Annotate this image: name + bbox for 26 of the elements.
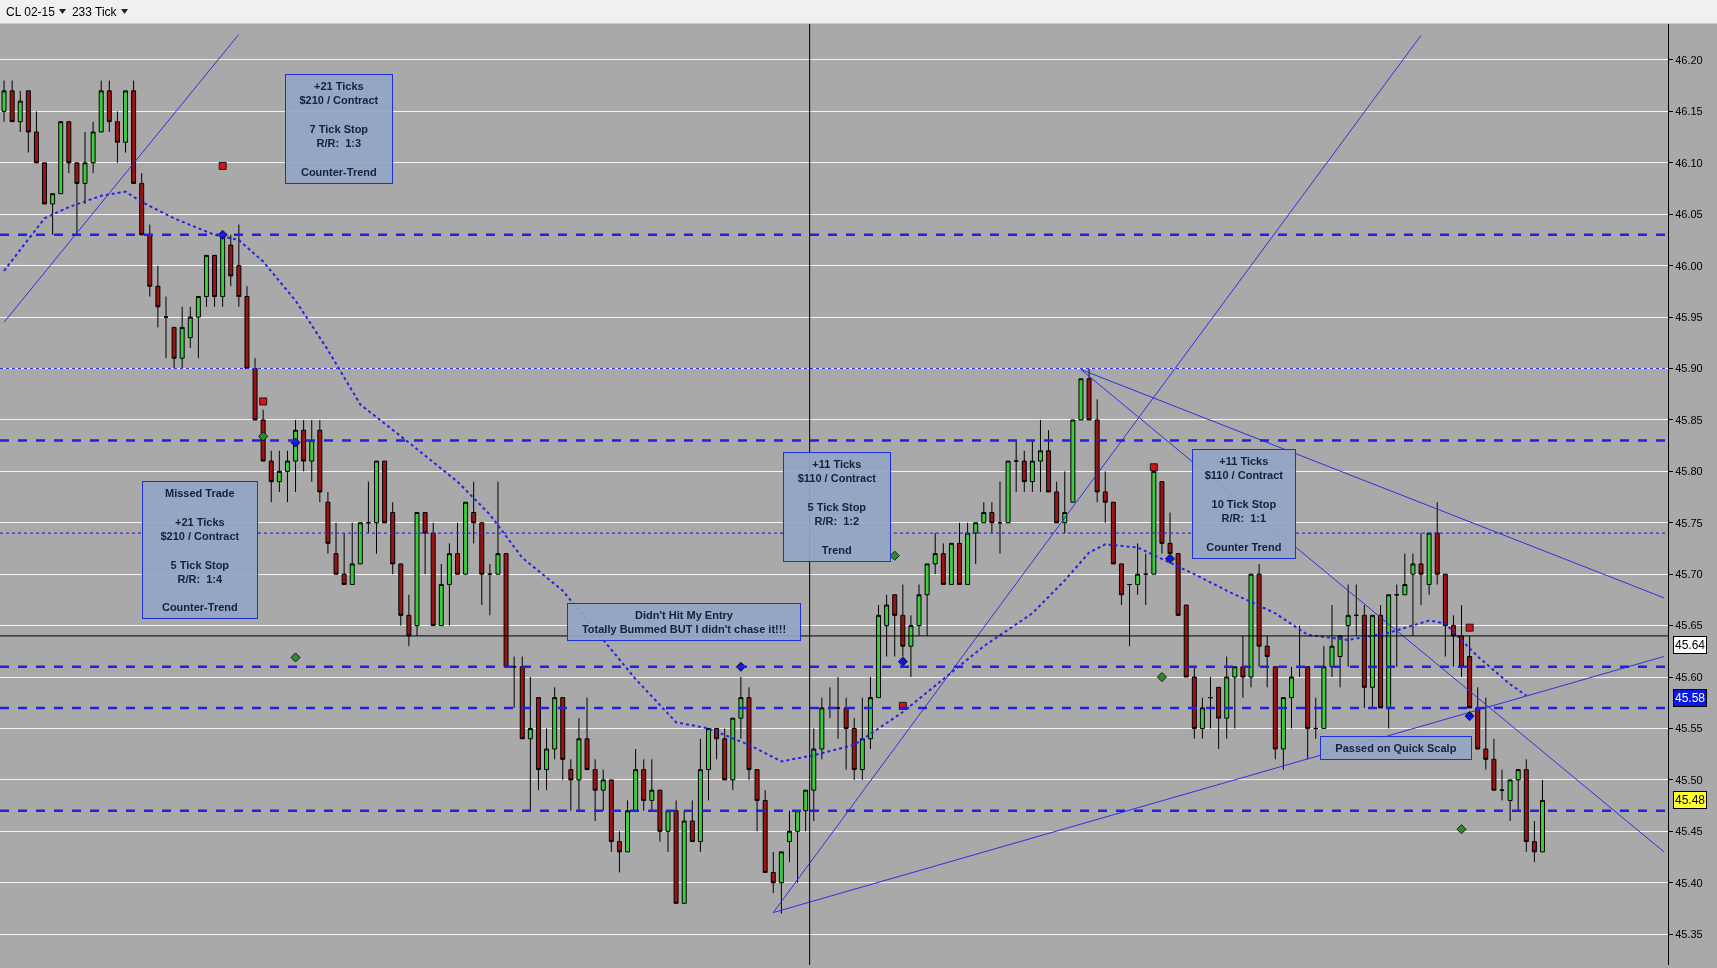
y-tick-label: 45.85 xyxy=(1675,413,1703,426)
y-tick-label: 45.60 xyxy=(1675,670,1703,683)
y-tick-label: 46.15 xyxy=(1675,105,1703,118)
y-tick-label: 45.90 xyxy=(1675,362,1703,375)
y-tick-label: 45.95 xyxy=(1675,310,1703,323)
y-tick-label: 46.05 xyxy=(1675,208,1703,221)
y-tick-label: 45.35 xyxy=(1675,928,1703,940)
text: Missed Trade +21 Ticks $210 / Contract 5 Tick Stop R/R: 1:4 Counter-Trend xyxy=(160,487,240,614)
y-tick-label: 45.50 xyxy=(1675,773,1703,786)
y-tick-label: 46.10 xyxy=(1675,156,1703,169)
y-tick-label: 46.00 xyxy=(1675,259,1703,272)
y-tick-label: 46.20 xyxy=(1675,53,1703,66)
y-tick-label: 45.55 xyxy=(1675,722,1703,735)
y-tick-label: 45.75 xyxy=(1675,516,1703,529)
text: +11 Ticks $110 / Contract 5 Tick Stop R/R: 1:2 Trend xyxy=(797,458,876,556)
y-tick-label: 45.80 xyxy=(1675,465,1703,478)
text: +11 Ticks $110 / Contract 10 Tick Stop R/R: 1:1 Counter Trend xyxy=(1204,455,1283,553)
y-tick-label: 45.40 xyxy=(1675,876,1703,889)
y-tick-label: 45.45 xyxy=(1675,825,1703,838)
annotation: Didn't Hit My Entry Totally Bummed BUT I didn't chase it!!! xyxy=(581,609,787,636)
annotation: Passed on Quick Scalp xyxy=(1335,742,1457,754)
chart-title: CL 02-15 xyxy=(6,4,55,19)
y-tick-label: 45.70 xyxy=(1675,568,1703,581)
text: +21 Ticks $210 / Contract 7 Tick Stop R/R: 1:3 Counter-Trend xyxy=(299,80,379,178)
y-tick-label: 45.65 xyxy=(1675,619,1703,632)
chart-subtitle: 233 Tick xyxy=(71,4,117,19)
